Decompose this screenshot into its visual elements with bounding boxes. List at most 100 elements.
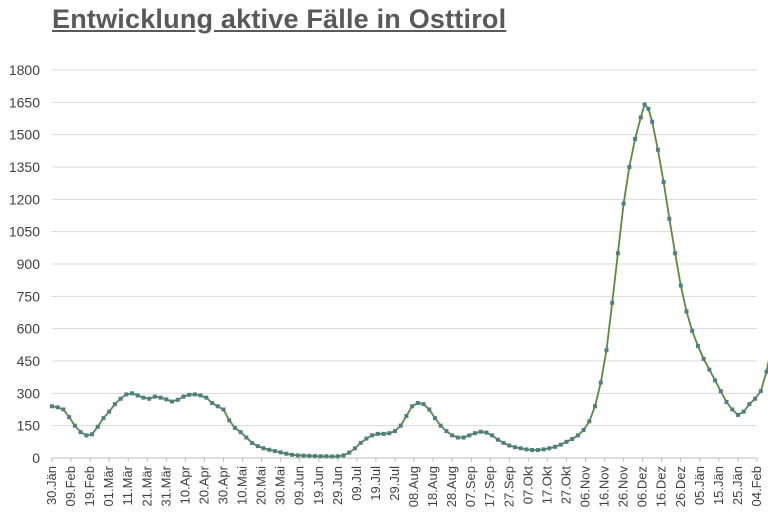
data-point: [272, 449, 277, 454]
x-tick-label: 10.Mai: [235, 466, 250, 505]
data-point: [364, 436, 369, 441]
data-point: [642, 102, 647, 107]
data-point: [524, 447, 529, 452]
data-point: [147, 396, 152, 401]
data-point: [570, 437, 575, 442]
data-point: [604, 348, 609, 353]
x-tick-label: 19.Jun: [311, 466, 326, 505]
x-tick-label: 29.Jul: [387, 466, 402, 501]
data-point: [72, 423, 77, 428]
y-tick-label: 150: [17, 418, 41, 434]
data-point: [290, 452, 295, 457]
gridlines: [52, 69, 757, 427]
x-tick-label: 09.Feb: [63, 466, 78, 506]
data-point: [558, 442, 563, 447]
data-point: [627, 165, 632, 169]
x-tick-label: 30.Apr: [215, 465, 230, 504]
data-point: [78, 430, 83, 435]
y-tick-label: 1350: [9, 159, 40, 175]
y-tick-label: 1500: [9, 127, 40, 143]
x-tick-label: 11.Mär: [120, 465, 135, 505]
data-point: [467, 433, 472, 438]
data-point: [118, 396, 123, 401]
data-point: [598, 380, 603, 385]
data-point: [227, 418, 232, 423]
x-tick-label: 17.Okt: [539, 466, 554, 505]
data-point: [684, 309, 689, 314]
data-point: [507, 443, 512, 448]
data-point: [250, 440, 255, 445]
data-point: [387, 431, 392, 436]
data-point: [450, 433, 455, 438]
data-point: [295, 453, 300, 458]
data-point: [187, 392, 192, 397]
data-point: [301, 453, 306, 458]
data-point: [581, 427, 586, 432]
data-point: [130, 391, 135, 396]
x-tick-label: 07.Okt: [520, 466, 535, 505]
data-point: [541, 447, 546, 452]
data-point: [421, 402, 426, 407]
data-point: [392, 429, 397, 434]
data-point: [575, 433, 580, 438]
x-tick-label: 08.Aug: [406, 466, 421, 507]
data-point: [518, 446, 523, 451]
data-point: [61, 407, 66, 412]
data-point: [535, 448, 540, 453]
data-point: [478, 429, 483, 434]
data-point: [307, 453, 312, 458]
data-point: [707, 367, 712, 372]
data-point: [564, 439, 569, 444]
data-point: [284, 451, 289, 456]
data-point: [141, 395, 146, 400]
data-point: [667, 216, 672, 221]
data-point: [495, 437, 500, 442]
x-tick-label: 25.Jän: [730, 466, 745, 505]
data-point: [610, 300, 615, 305]
data-point: [650, 119, 655, 124]
data-point: [673, 251, 678, 256]
data-point: [404, 413, 409, 418]
data-point: [330, 454, 335, 459]
data-point: [210, 401, 215, 406]
data-point: [695, 343, 700, 348]
x-tick-label: 04.Feb: [749, 466, 764, 506]
data-point: [175, 397, 180, 402]
data-point: [192, 392, 197, 397]
x-tick-label: 16.Dez: [654, 466, 669, 507]
data-point: [84, 433, 89, 438]
data-point: [347, 450, 352, 455]
data-point: [490, 433, 495, 438]
data-point: [101, 416, 106, 421]
data-point: [112, 402, 117, 407]
data-point: [638, 115, 643, 120]
x-tick-label: 20.Apr: [196, 465, 211, 504]
data-point: [352, 446, 357, 451]
x-tick-labels: 30.Jän 09.Feb 19.Feb 01.Mär 11.Mär 21.Mär 31.M…: [44, 465, 764, 507]
data-point: [341, 453, 346, 458]
data-point: [204, 395, 209, 400]
data-point: [124, 392, 129, 397]
data-point: [135, 393, 140, 398]
data-point: [530, 448, 535, 453]
x-tick-label: 09.Jul: [349, 466, 364, 501]
x-tick-label: 27.Okt: [558, 466, 573, 505]
data-point: [238, 430, 243, 435]
data-point: [646, 106, 651, 111]
x-tick-label: 26.Dez: [673, 466, 688, 507]
data-point: [232, 425, 237, 430]
data-point: [633, 136, 638, 141]
data-point: [455, 435, 460, 440]
x-tick-label: 29.Jun: [330, 466, 345, 505]
data-point: [164, 397, 169, 402]
data-point: [221, 407, 226, 412]
x-tick-label: 27.Sep: [501, 466, 516, 507]
data-point: [152, 394, 157, 399]
data-point: [181, 394, 186, 399]
x-tick-label: 20.Mai: [254, 466, 269, 505]
chart-title: Entwicklung aktive Fälle in Osttirol: [52, 4, 507, 34]
data-point: [55, 405, 60, 410]
data-point: [724, 399, 729, 404]
data-point: [410, 404, 415, 409]
